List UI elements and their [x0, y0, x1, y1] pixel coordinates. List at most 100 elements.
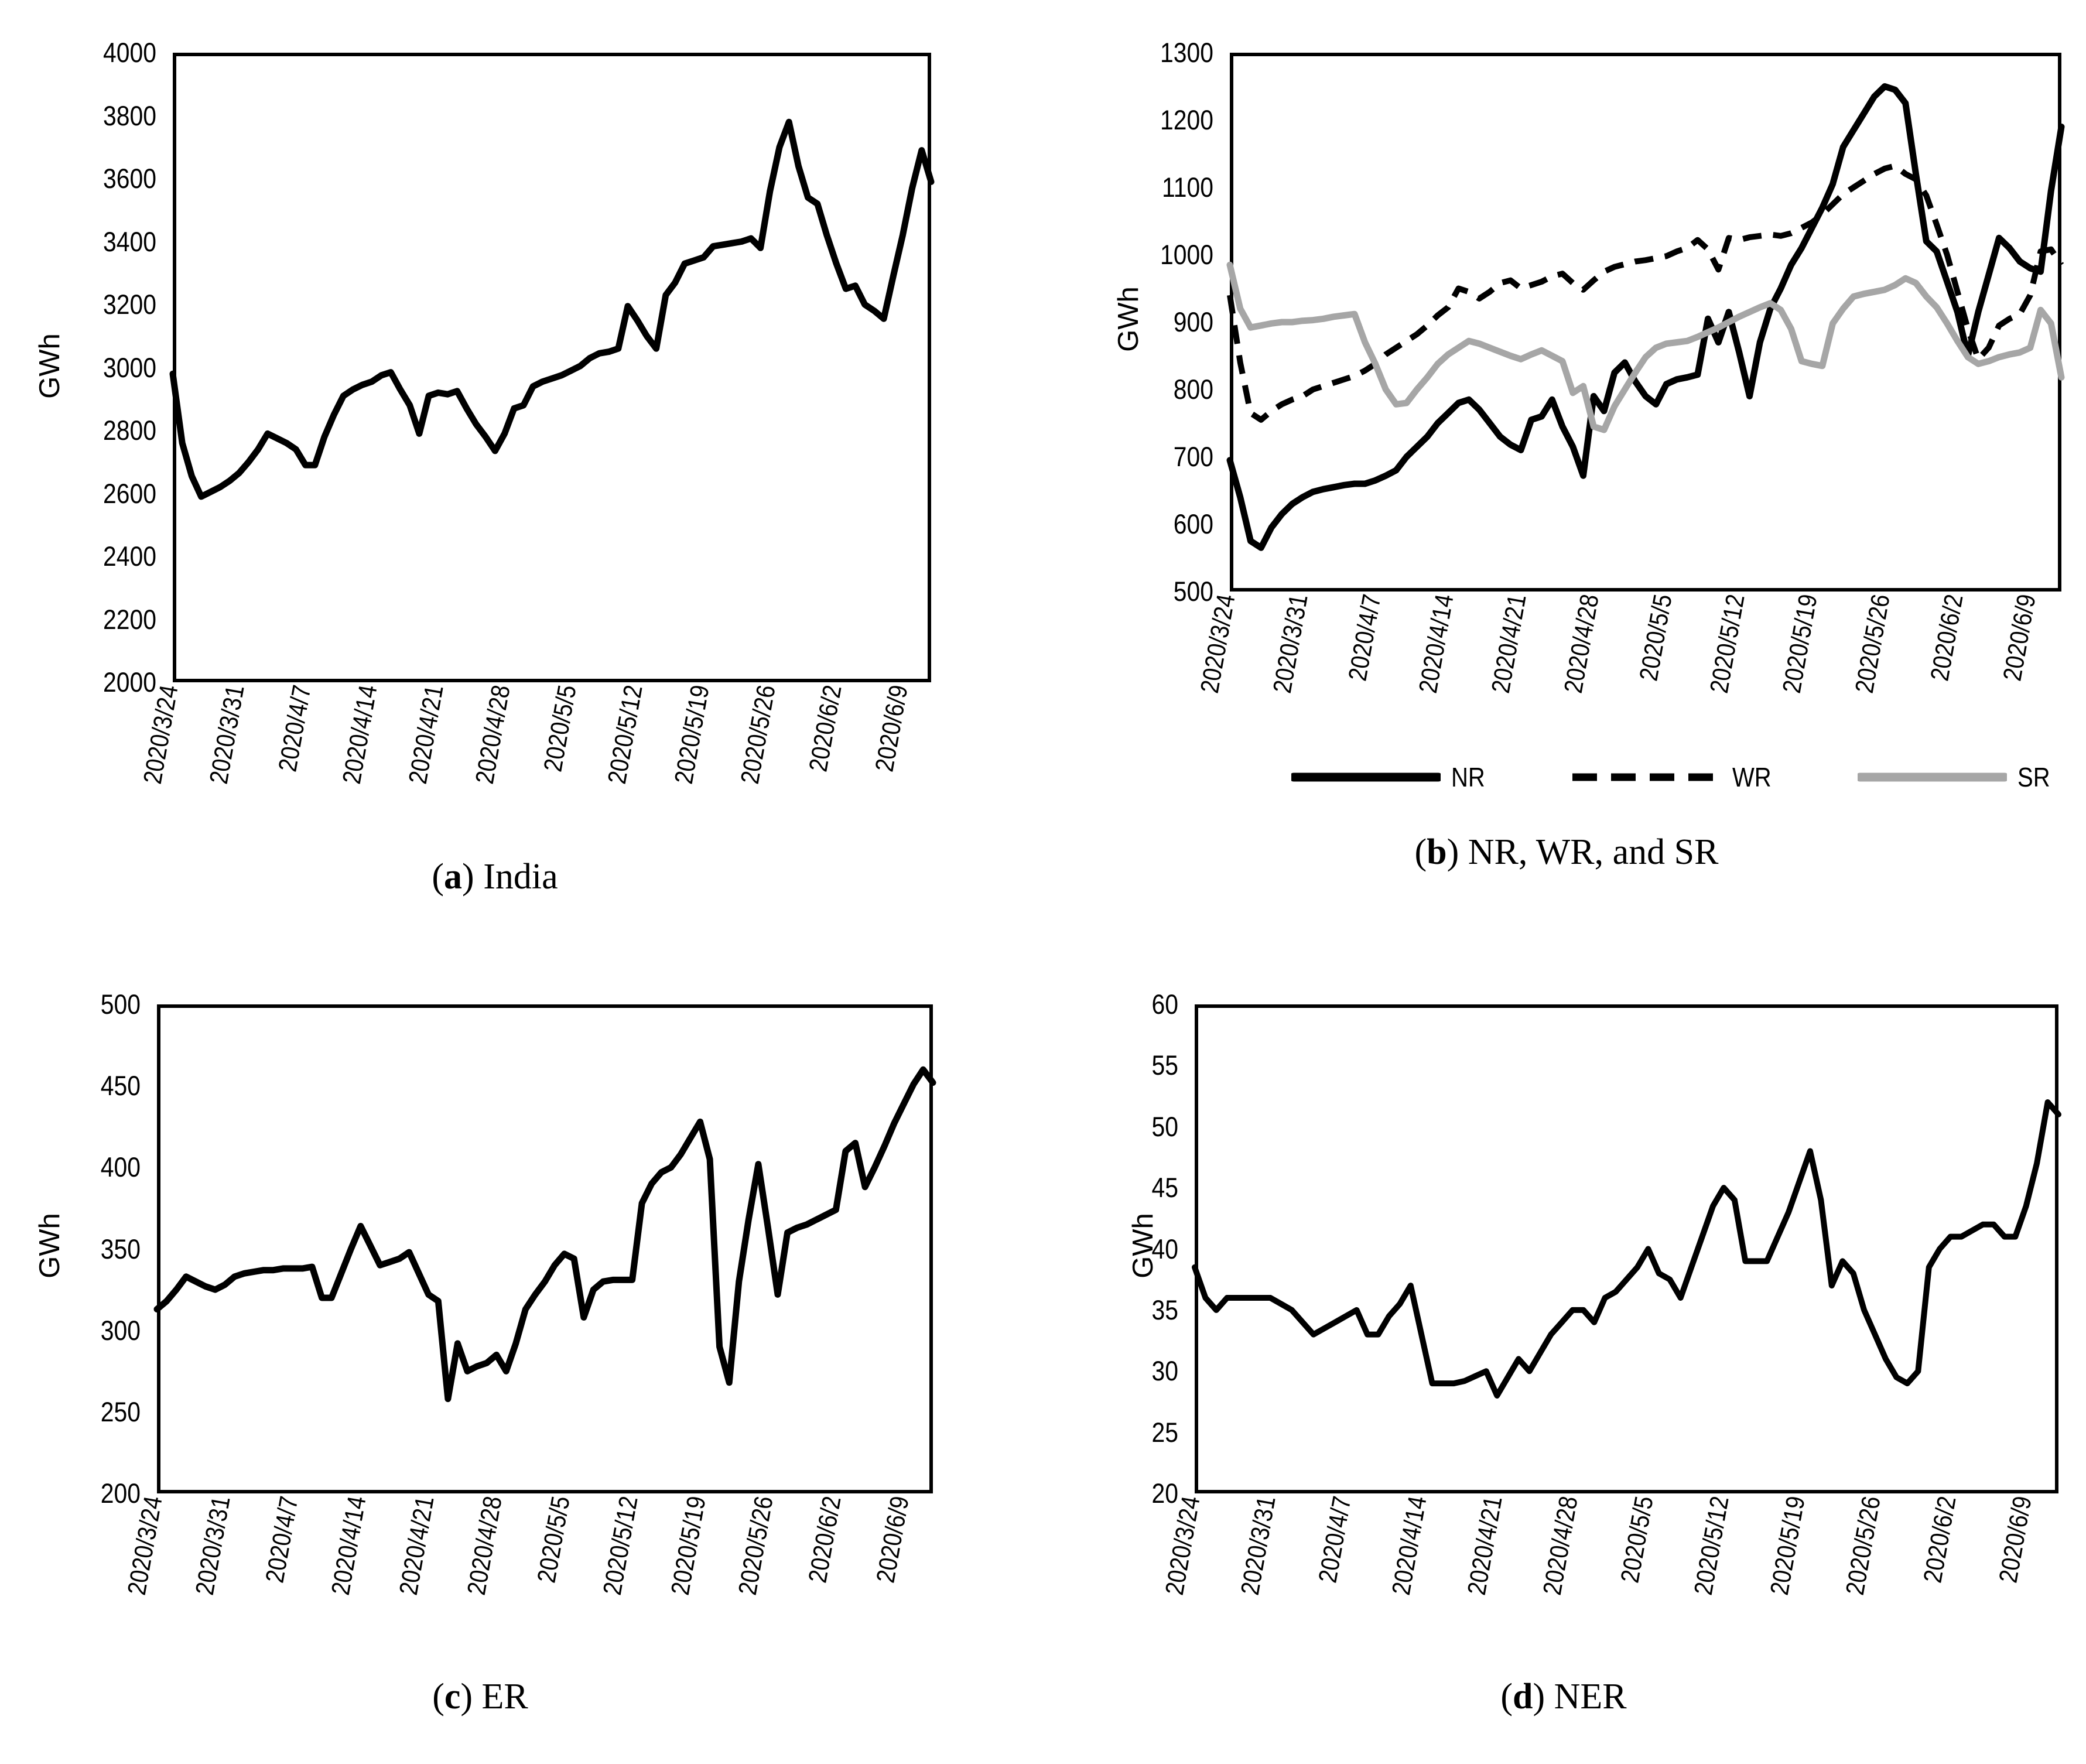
- series-line-ner: [1192, 1099, 2061, 1399]
- x-tick-label-b: 2020/4/28: [1559, 592, 1605, 696]
- x-tick-label-d: 2020/6/2: [1918, 1494, 1962, 1585]
- x-tick-label-d: 2020/3/31: [1235, 1494, 1281, 1598]
- x-tick-label-d: 2020/5/5: [1615, 1494, 1660, 1585]
- x-tick-label-c: 2020/4/28: [461, 1494, 508, 1598]
- y-tick-label-a: 2400: [103, 541, 156, 572]
- y-tick-label-b: 1000: [1160, 239, 1213, 270]
- x-tick-label-d: 2020/4/28: [1538, 1494, 1584, 1598]
- caption-text-d: NER: [1554, 1677, 1627, 1717]
- caption-text-b: NR, WR, and SR: [1468, 832, 1719, 872]
- x-tick-label-a: 2020/3/31: [204, 683, 250, 787]
- y-tick-label-a: 2200: [103, 603, 156, 635]
- x-tick-label-a: 2020/3/24: [138, 683, 184, 787]
- caption-panel-a: (a) India: [432, 857, 558, 897]
- legend-line-solid-black-icon: [1291, 772, 1441, 782]
- x-tick-label-c: 2020/5/19: [665, 1494, 712, 1598]
- x-tick-label-a: 2020/4/7: [273, 683, 317, 774]
- x-tick-label-d: 2020/4/21: [1462, 1494, 1508, 1598]
- y-tick-label-d: 40: [1151, 1233, 1178, 1264]
- plot-border-c: [157, 1004, 933, 1493]
- y-tick-label-c: 500: [100, 989, 141, 1020]
- x-tick-label-b: 2020/6/9: [1998, 592, 2041, 683]
- x-tick-label-c: 2020/6/2: [803, 1494, 847, 1585]
- y-tick-label-a: 2000: [103, 666, 156, 698]
- x-tick-label-b: 2020/3/31: [1268, 592, 1314, 696]
- y-tick-label-c: 350: [100, 1233, 141, 1264]
- x-tick-label-a: 2020/4/28: [470, 683, 516, 787]
- y-tick-label-a: 2800: [103, 415, 156, 446]
- legend-label-sr: SR: [2017, 762, 2050, 792]
- y-tick-label-c: 200: [100, 1478, 141, 1509]
- x-tick-label-c: 2020/5/5: [532, 1494, 576, 1585]
- x-tick-label-a: 2020/5/19: [669, 683, 715, 787]
- y-tick-label-b: 1100: [1162, 172, 1213, 203]
- y-tick-label-b: 600: [1173, 508, 1213, 539]
- series-line-india: [169, 118, 935, 500]
- x-tick-label-b: 2020/6/2: [1925, 592, 1969, 683]
- plot-border-d: [1195, 1004, 2058, 1493]
- x-tick-label-b: 2020/4/21: [1486, 592, 1532, 696]
- legend-item-sr: SR: [1858, 761, 2055, 793]
- x-tick-label-a: 2020/4/21: [403, 683, 449, 787]
- caption-text-a: India: [483, 857, 558, 897]
- caption-panel-d: (d) NER: [1500, 1677, 1627, 1717]
- y-tick-label-a: 3600: [103, 163, 156, 194]
- x-tick-label-b: 2020/5/19: [1777, 592, 1823, 696]
- y-tick-label-c: 300: [100, 1314, 141, 1346]
- caption-text-c: ER: [481, 1677, 528, 1717]
- y-tick-label-a: 3800: [103, 100, 156, 131]
- x-tick-label-d: 2020/4/14: [1387, 1494, 1432, 1598]
- chart-panel-d: [1192, 1004, 2061, 1493]
- caption-panel-c: (c) ER: [432, 1677, 528, 1717]
- plot-border-b: [1230, 53, 2061, 592]
- y-tick-label-d: 45: [1151, 1172, 1178, 1204]
- y-tick-label-d: 35: [1151, 1294, 1178, 1325]
- series-line-er: [153, 1066, 936, 1403]
- legend-label-nr: NR: [1451, 762, 1485, 792]
- y-tick-label-a: 3200: [103, 289, 156, 320]
- y-tick-label-a: 4000: [103, 37, 156, 68]
- y-tick-label-d: 30: [1151, 1355, 1178, 1387]
- x-tick-label-b: 2020/5/5: [1634, 592, 1678, 683]
- x-tick-label-a: 2020/5/26: [735, 683, 781, 787]
- x-tick-label-a: 2020/6/2: [803, 683, 847, 774]
- y-tick-label-b: 1200: [1160, 104, 1213, 135]
- x-tick-label-c: 2020/4/21: [394, 1494, 440, 1598]
- y-tick-label-b: 1300: [1160, 37, 1213, 68]
- legend-item-wr: WR: [1572, 761, 1777, 793]
- legend-line-dashed-black-icon: [1572, 773, 1722, 781]
- x-tick-label-d: 2020/4/7: [1313, 1494, 1357, 1585]
- x-tick-label-a: 2020/5/12: [603, 683, 648, 787]
- y-tick-label-a: 3000: [103, 351, 156, 383]
- caption-panel-b: (b) NR, WR, and SR: [1414, 832, 1719, 872]
- x-tick-label-c: 2020/6/9: [871, 1494, 915, 1585]
- legend-item-nr: NR: [1291, 761, 1490, 793]
- legend-line-solid-gray-icon: [1858, 772, 2007, 782]
- x-tick-label-b: 2020/5/26: [1850, 592, 1896, 696]
- x-tick-label-d: 2020/6/9: [1993, 1494, 2037, 1585]
- series-line-nr: [1226, 83, 2065, 551]
- y-tick-label-a: 2600: [103, 477, 156, 509]
- x-tick-label-b: 2020/5/12: [1704, 592, 1750, 696]
- x-tick-label-c: 2020/3/24: [122, 1494, 168, 1598]
- series-line-sr: [1226, 261, 2065, 433]
- x-tick-label-a: 2020/5/5: [538, 683, 582, 774]
- y-tick-label-b: 800: [1173, 374, 1213, 405]
- x-tick-label-c: 2020/5/26: [733, 1494, 779, 1598]
- legend-label-wr: WR: [1732, 762, 1772, 792]
- x-tick-label-c: 2020/4/7: [260, 1494, 304, 1585]
- y-tick-label-a: 3400: [103, 225, 156, 257]
- y-tick-label-c: 400: [100, 1151, 141, 1183]
- y-tick-label-d: 55: [1151, 1049, 1178, 1081]
- x-tick-label-d: 2020/5/19: [1764, 1494, 1811, 1598]
- x-tick-label-c: 2020/3/31: [190, 1494, 236, 1598]
- chart-panel-c: [153, 1004, 936, 1493]
- y-tick-label-d: 50: [1151, 1110, 1178, 1142]
- x-tick-label-a: 2020/6/9: [870, 683, 914, 774]
- y-tick-label-b: 700: [1173, 441, 1213, 472]
- x-tick-label-b: 2020/4/14: [1413, 592, 1459, 696]
- x-tick-label-b: 2020/4/7: [1343, 592, 1387, 683]
- x-tick-label-c: 2020/4/14: [326, 1494, 372, 1598]
- y-tick-label-c: 250: [100, 1396, 141, 1427]
